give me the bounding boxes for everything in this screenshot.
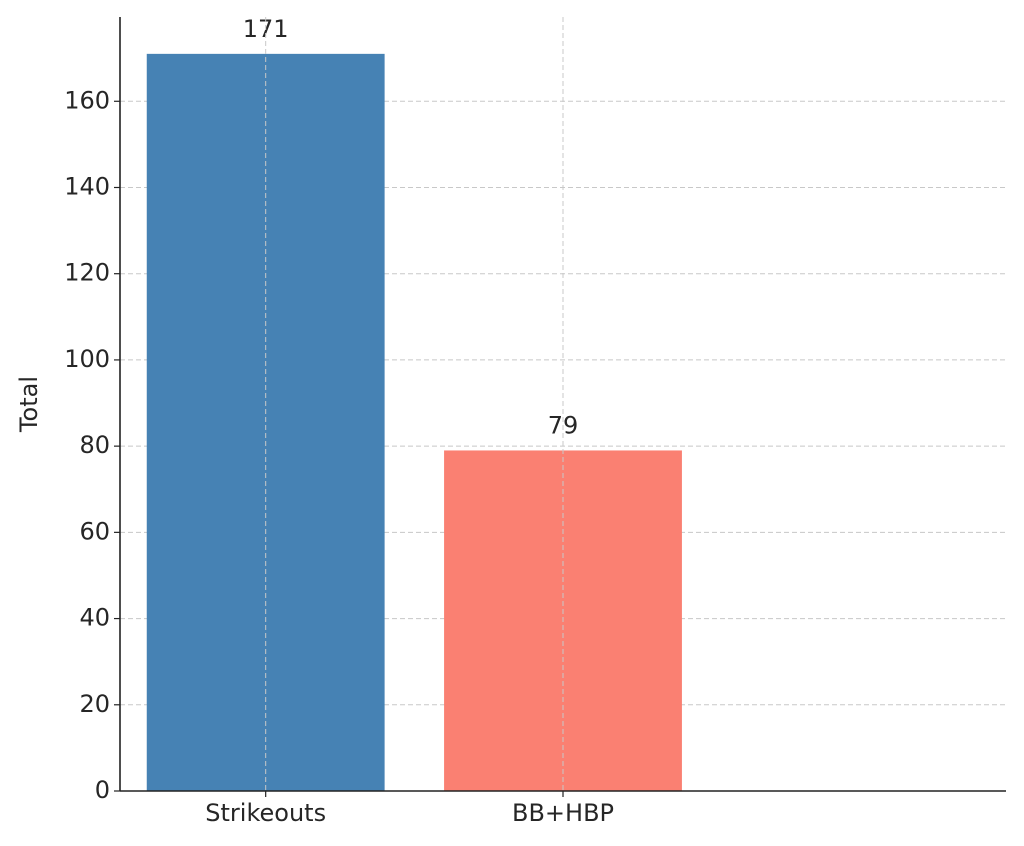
y-tick-label: 0: [95, 776, 110, 804]
y-tick-label: 20: [79, 690, 110, 718]
y-tick-label: 160: [64, 86, 110, 114]
y-tick-label: 80: [79, 431, 110, 459]
x-tick-label: Strikeouts: [205, 799, 326, 827]
y-tick-label: 140: [64, 172, 110, 200]
y-tick-label: 40: [79, 604, 110, 632]
y-tick-label: 60: [79, 517, 110, 545]
x-tick-label: BB+HBP: [512, 799, 614, 827]
y-axis-label: Total: [15, 376, 43, 433]
y-tick-label: 100: [64, 345, 110, 373]
y-tick-label: 120: [64, 259, 110, 287]
